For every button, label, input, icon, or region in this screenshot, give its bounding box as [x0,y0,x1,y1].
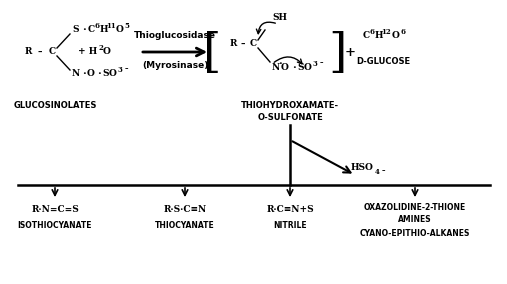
Text: [: [ [203,31,221,77]
Text: 6: 6 [370,28,375,36]
Text: O: O [109,70,117,78]
Text: O-SULFONATE: O-SULFONATE [257,112,323,122]
Text: S: S [298,64,304,72]
Text: O: O [304,64,312,72]
Text: 12: 12 [381,28,391,36]
Text: O: O [103,47,111,57]
Text: THIOCYANATE: THIOCYANATE [155,220,215,229]
Text: R·N=C=S: R·N=C=S [31,206,79,214]
Text: –: – [381,166,385,174]
Text: C: C [249,39,257,49]
Text: O: O [392,32,400,41]
Text: –: – [319,58,323,66]
Text: GLUCOSINOLATES: GLUCOSINOLATES [13,101,97,110]
Text: +: + [344,45,355,59]
Text: –: – [38,47,42,57]
Text: N: N [272,64,280,72]
Text: C: C [363,32,370,41]
Text: CYANO-EPITHIO-ALKANES: CYANO-EPITHIO-ALKANES [360,229,470,237]
Text: R: R [229,39,237,49]
Text: O: O [116,26,124,34]
Text: C: C [87,26,95,34]
Text: H: H [375,32,383,41]
Text: O: O [281,64,289,72]
Text: S: S [73,26,79,34]
Text: ·: · [97,70,101,78]
Text: 2: 2 [98,44,103,52]
Text: 6: 6 [401,28,406,36]
Text: 3: 3 [313,60,317,68]
Text: Thioglucosidase: Thioglucosidase [134,32,216,41]
Text: 5: 5 [125,22,129,30]
Text: R·S·C≡N: R·S·C≡N [163,206,207,214]
Text: R: R [24,47,31,57]
Text: C: C [49,47,56,57]
Text: (Myrosinase): (Myrosinase) [142,62,208,70]
Text: R·C≡N+S: R·C≡N+S [266,206,314,214]
Text: S: S [103,70,109,78]
Text: SH: SH [272,14,287,22]
Text: THIOHYDROXAMATE-: THIOHYDROXAMATE- [241,101,339,110]
Text: NITRILE: NITRILE [273,220,307,229]
Text: O: O [87,70,95,78]
Text: AMINES: AMINES [398,216,432,224]
Text: H: H [100,26,108,34]
Text: ·: · [82,70,86,78]
Text: OXAZOLIDINE-2-THIONE: OXAZOLIDINE-2-THIONE [364,202,466,212]
Text: N: N [72,70,80,78]
Text: –: – [241,39,245,49]
Text: D-GLUCOSE: D-GLUCOSE [356,57,410,66]
Text: –: – [124,64,128,72]
Text: ]: ] [329,31,347,77]
Text: 3: 3 [118,66,122,74]
Text: 4: 4 [375,168,379,176]
Text: 6: 6 [94,22,99,30]
Text: ·: · [278,60,282,68]
Text: 11: 11 [106,22,116,30]
Text: ·: · [82,26,86,34]
Text: + H: + H [79,47,98,57]
Text: HSO: HSO [350,164,374,172]
Text: ISOTHIOCYANATE: ISOTHIOCYANATE [18,220,92,229]
Text: ·: · [292,64,296,72]
